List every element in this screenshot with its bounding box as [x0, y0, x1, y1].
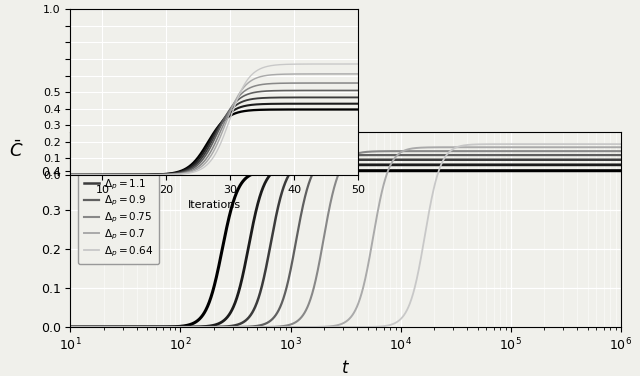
Text: $\bar{C}$: $\bar{C}$ — [9, 140, 23, 161]
$\Delta_p = 0.64$ — [129, 325, 137, 329]
$\Delta_p = 0.75$ — [607, 149, 615, 153]
$\Delta_p = 1.1$ — [548, 158, 556, 162]
$\Delta_p = 0.75$ — [548, 149, 556, 153]
$\Delta_p = 1.1$ — [129, 325, 137, 329]
$\Delta_p = 1.8$ — [618, 168, 626, 173]
$\Delta_p = 0.75$ — [618, 149, 626, 153]
$\Delta_p = 1.1$ — [556, 158, 564, 162]
X-axis label: Iterations: Iterations — [188, 200, 241, 210]
$\Delta_p = 1.8$ — [278, 168, 285, 173]
$\Delta_p = 0.75$ — [302, 308, 310, 313]
$\Delta_p = 0.64$ — [162, 325, 170, 329]
$\Delta_p = 1.4$ — [67, 325, 74, 329]
$\Delta_p = 0.7$ — [129, 325, 137, 329]
Legend: $\Delta_p = 1.8$, $\Delta_p = 1.4$, $\Delta_p = 1.1$, $\Delta_p = 0.9$, $\Delta_: $\Delta_p = 1.8$, $\Delta_p = 1.4$, $\De… — [78, 139, 159, 264]
Line: $\Delta_p = 0.64$: $\Delta_p = 0.64$ — [70, 144, 622, 327]
$\Delta_p = 0.9$ — [162, 325, 170, 329]
$\Delta_p = 0.9$ — [67, 325, 74, 329]
$\Delta_p = 0.7$ — [618, 145, 626, 150]
$\Delta_p = 0.64$ — [67, 325, 74, 329]
$\Delta_p = 1.8$ — [302, 168, 310, 173]
$\Delta_p = 0.7$ — [162, 325, 170, 329]
$\Delta_p = 1.1$ — [607, 158, 615, 162]
$\Delta_p = 1.8$ — [67, 325, 74, 329]
Line: $\Delta_p = 0.7$: $\Delta_p = 0.7$ — [70, 147, 622, 327]
$\Delta_p = 0.9$ — [302, 191, 310, 196]
$\Delta_p = 1.4$ — [278, 165, 285, 170]
$\Delta_p = 0.9$ — [581, 153, 589, 157]
$\Delta_p = 1.4$ — [548, 162, 556, 167]
$\Delta_p = 0.75$ — [129, 325, 137, 329]
Line: $\Delta_p = 0.9$: $\Delta_p = 0.9$ — [70, 155, 622, 327]
$\Delta_p = 1.4$ — [534, 162, 541, 167]
$\Delta_p = 1.4$ — [607, 162, 615, 167]
$\Delta_p = 0.9$ — [278, 300, 285, 305]
$\Delta_p = 0.64$ — [302, 325, 310, 329]
$\Delta_p = 1.1$ — [618, 158, 626, 162]
$\Delta_p = 1.8$ — [129, 325, 137, 329]
Line: $\Delta_p = 1.8$: $\Delta_p = 1.8$ — [70, 171, 622, 327]
$\Delta_p = 0.75$ — [278, 324, 285, 329]
$\Delta_p = 0.9$ — [618, 153, 626, 157]
$\Delta_p = 0.7$ — [67, 325, 74, 329]
$\Delta_p = 1.1$ — [302, 159, 310, 164]
$\Delta_p = 0.9$ — [129, 325, 137, 329]
$\Delta_p = 0.75$ — [67, 325, 74, 329]
$\Delta_p = 0.9$ — [548, 153, 556, 157]
$\Delta_p = 1.4$ — [302, 163, 310, 167]
X-axis label: $t$: $t$ — [341, 359, 350, 376]
$\Delta_p = 1.8$ — [162, 325, 170, 329]
Line: $\Delta_p = 1.1$: $\Delta_p = 1.1$ — [70, 160, 622, 327]
$\Delta_p = 1.1$ — [162, 325, 170, 329]
$\Delta_p = 0.64$ — [278, 325, 285, 329]
$\Delta_p = 1.8$ — [548, 168, 556, 173]
$\Delta_p = 1.8$ — [607, 168, 615, 173]
$\Delta_p = 0.64$ — [548, 142, 556, 146]
$\Delta_p = 0.64$ — [618, 142, 626, 146]
$\Delta_p = 1.1$ — [278, 190, 285, 195]
$\Delta_p = 1.1$ — [67, 325, 74, 329]
$\Delta_p = 1.4$ — [618, 162, 626, 167]
$\Delta_p = 0.7$ — [278, 325, 285, 329]
Line: $\Delta_p = 0.75$: $\Delta_p = 0.75$ — [70, 151, 622, 327]
$\Delta_p = 1.4$ — [129, 325, 137, 329]
$\Delta_p = 0.7$ — [548, 145, 556, 150]
$\Delta_p = 0.64$ — [607, 142, 615, 146]
Line: $\Delta_p = 1.4$: $\Delta_p = 1.4$ — [70, 165, 622, 327]
$\Delta_p = 0.75$ — [162, 325, 170, 329]
$\Delta_p = 0.9$ — [607, 153, 615, 157]
$\Delta_p = 0.7$ — [607, 145, 615, 150]
$\Delta_p = 1.8$ — [508, 168, 515, 173]
$\Delta_p = 0.7$ — [302, 325, 310, 329]
$\Delta_p = 0.75$ — [609, 149, 616, 153]
$\Delta_p = 1.4$ — [162, 325, 170, 329]
